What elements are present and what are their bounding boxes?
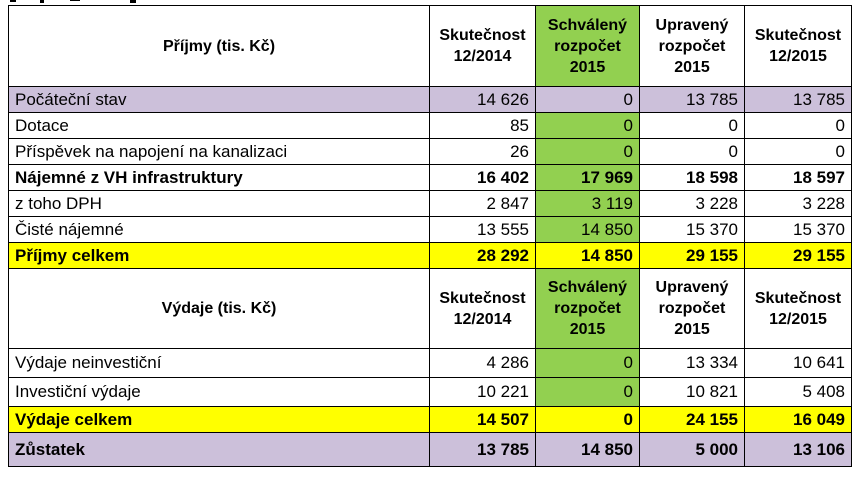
- cell-actual-2015: 15 370: [744, 216, 852, 243]
- cell-actual-2014: 85: [429, 112, 536, 139]
- table-row-investment: Investiční výdaje 10 221 0 10 821 5 408: [8, 377, 852, 407]
- table-row-subsidy: Dotace 85 0 0 0: [8, 112, 852, 139]
- cell-actual-2015: 16 049: [744, 406, 852, 433]
- col-header-actual-2014: Skutečnost 12/2014: [429, 5, 536, 87]
- table-row-sewer-connection: Příspěvek na napojení na kanalizaci 26 0…: [8, 138, 852, 165]
- cell-actual-2014: 2 847: [429, 190, 536, 217]
- cell-actual-2015: 13 785: [744, 86, 852, 113]
- row-label: Výdaje celkem: [8, 406, 430, 433]
- cell-actual-2015: 0: [744, 138, 852, 165]
- cell-actual-2015: 5 408: [744, 377, 852, 407]
- table-row-vat: z toho DPH 2 847 3 119 3 228 3 228: [8, 190, 852, 217]
- cell-actual-2015: 29 155: [744, 242, 852, 269]
- cell-adjusted-2015: 10 821: [639, 377, 745, 407]
- clipped-text-fragment: [10, 0, 136, 3]
- table-row-opening-balance: Počáteční stav 14 626 0 13 785 13 785: [8, 86, 852, 113]
- cell-actual-2015: 0: [744, 112, 852, 139]
- cell-adjusted-2015: 0: [639, 138, 745, 165]
- cell-approved-2015: 0: [535, 377, 640, 407]
- table-row-net-rent: Čisté nájemné 13 555 14 850 15 370 15 37…: [8, 216, 852, 243]
- cell-approved-2015: 14 850: [535, 242, 640, 269]
- cell-approved-2015: 14 850: [535, 432, 640, 467]
- col-header-actual-2015: Skutečnost 12/2015: [744, 268, 852, 349]
- clipped-text-above-table: [10, 0, 210, 5]
- row-label: Investiční výdaje: [8, 377, 430, 407]
- col-header-adjusted-2015: Upravený rozpočet 2015: [639, 268, 745, 349]
- col-header-approved-2015: Schválený rozpočet 2015: [535, 268, 640, 349]
- row-label: Dotace: [8, 112, 430, 139]
- cell-actual-2014: 13 555: [429, 216, 536, 243]
- cell-approved-2015: 0: [535, 138, 640, 165]
- row-label: Nájemné z VH infrastruktury: [8, 164, 430, 191]
- cell-actual-2015: 3 228: [744, 190, 852, 217]
- col-header-actual-2015: Skutečnost 12/2015: [744, 5, 852, 87]
- cell-approved-2015: 0: [535, 406, 640, 433]
- cell-actual-2014: 14 507: [429, 406, 536, 433]
- budget-table: Příjmy (tis. Kč) Skutečnost 12/2014 Schv…: [8, 5, 852, 467]
- cell-actual-2014: 10 221: [429, 377, 536, 407]
- row-label: Zůstatek: [8, 432, 430, 467]
- cell-approved-2015: 3 119: [535, 190, 640, 217]
- cell-actual-2014: 14 626: [429, 86, 536, 113]
- cell-actual-2014: 4 286: [429, 348, 536, 378]
- table-row-balance: Zůstatek 13 785 14 850 5 000 13 106: [8, 432, 852, 467]
- cell-adjusted-2015: 0: [639, 112, 745, 139]
- row-label: z toho DPH: [8, 190, 430, 217]
- row-label: Čisté nájemné: [8, 216, 430, 243]
- income-header-title: Příjmy (tis. Kč): [8, 5, 430, 87]
- col-header-approved-2015: Schválený rozpočet 2015: [535, 5, 640, 87]
- col-header-actual-2014: Skutečnost 12/2014: [429, 268, 536, 349]
- cell-actual-2014: 26: [429, 138, 536, 165]
- row-label: Příjmy celkem: [8, 242, 430, 269]
- table-row-income-total: Příjmy celkem 28 292 14 850 29 155 29 15…: [8, 242, 852, 269]
- cell-actual-2015: 13 106: [744, 432, 852, 467]
- cell-actual-2015: 10 641: [744, 348, 852, 378]
- cell-approved-2015: 17 969: [535, 164, 640, 191]
- expense-header-row: Výdaje (tis. Kč) Skutečnost 12/2014 Schv…: [8, 268, 852, 349]
- cell-adjusted-2015: 13 785: [639, 86, 745, 113]
- cell-adjusted-2015: 13 334: [639, 348, 745, 378]
- cell-adjusted-2015: 3 228: [639, 190, 745, 217]
- row-label: Příspěvek na napojení na kanalizaci: [8, 138, 430, 165]
- cell-actual-2014: 28 292: [429, 242, 536, 269]
- cell-approved-2015: 14 850: [535, 216, 640, 243]
- cell-actual-2015: 18 597: [744, 164, 852, 191]
- row-label: Počáteční stav: [8, 86, 430, 113]
- cell-approved-2015: 0: [535, 112, 640, 139]
- cell-adjusted-2015: 18 598: [639, 164, 745, 191]
- cell-adjusted-2015: 24 155: [639, 406, 745, 433]
- cell-approved-2015: 0: [535, 86, 640, 113]
- table-row-rent: Nájemné z VH infrastruktury 16 402 17 96…: [8, 164, 852, 191]
- cell-adjusted-2015: 5 000: [639, 432, 745, 467]
- col-header-adjusted-2015: Upravený rozpočet 2015: [639, 5, 745, 87]
- cell-approved-2015: 0: [535, 348, 640, 378]
- cell-actual-2014: 13 785: [429, 432, 536, 467]
- table-row-noninvestment: Výdaje neinvestiční 4 286 0 13 334 10 64…: [8, 348, 852, 378]
- cell-adjusted-2015: 29 155: [639, 242, 745, 269]
- table-row-expense-total: Výdaje celkem 14 507 0 24 155 16 049: [8, 406, 852, 433]
- row-label: Výdaje neinvestiční: [8, 348, 430, 378]
- income-header-row: Příjmy (tis. Kč) Skutečnost 12/2014 Schv…: [8, 5, 852, 87]
- expense-header-title: Výdaje (tis. Kč): [8, 268, 430, 349]
- cell-adjusted-2015: 15 370: [639, 216, 745, 243]
- cell-actual-2014: 16 402: [429, 164, 536, 191]
